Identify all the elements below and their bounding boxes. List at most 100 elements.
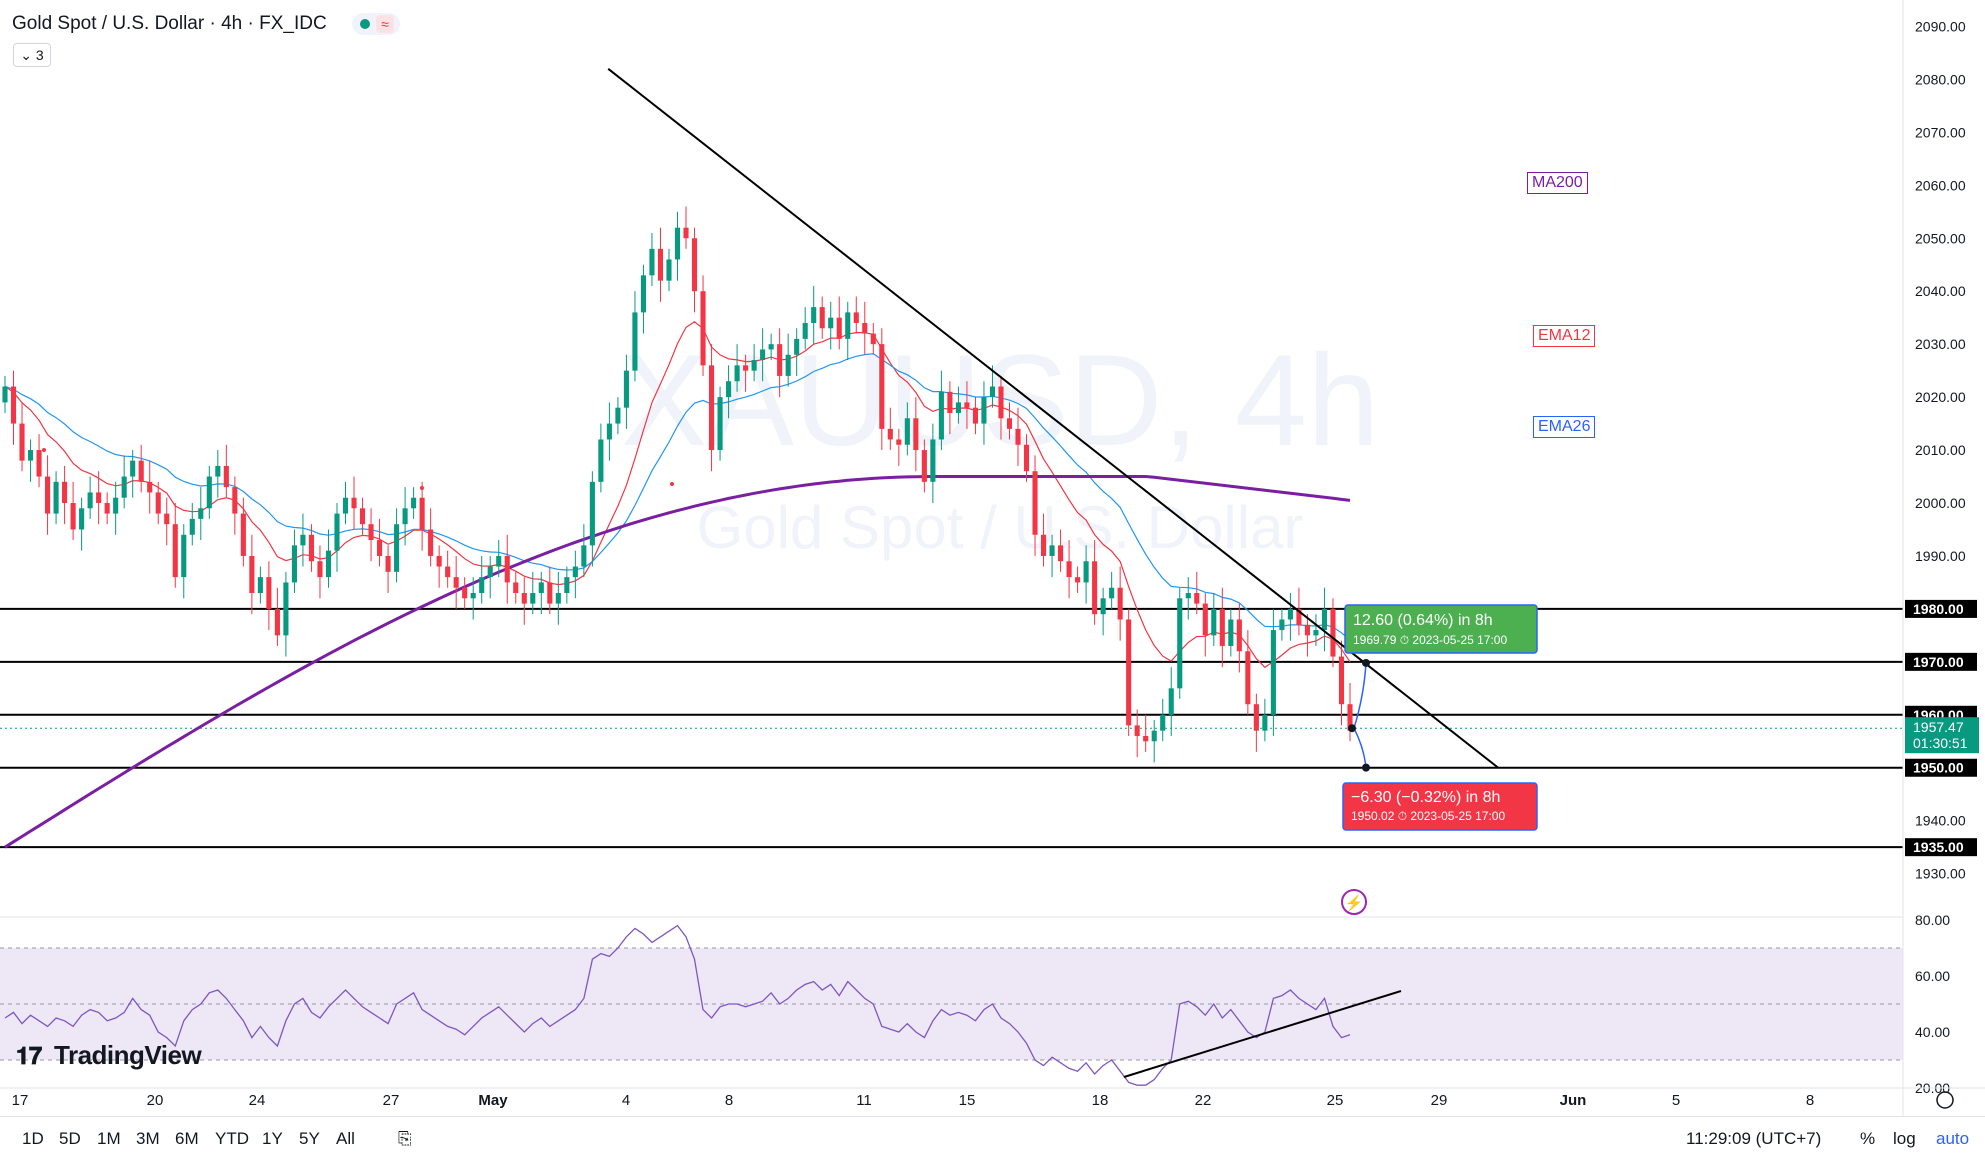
candle-body[interactable] bbox=[879, 344, 885, 429]
price-axis[interactable] bbox=[1903, 0, 1985, 1116]
candle-body[interactable] bbox=[215, 465, 221, 477]
candle-body[interactable] bbox=[479, 577, 485, 594]
candle-body[interactable] bbox=[521, 593, 527, 604]
candle-body[interactable] bbox=[1134, 725, 1140, 736]
candle-body[interactable] bbox=[1160, 714, 1166, 731]
candle-body[interactable] bbox=[104, 503, 110, 514]
candle-body[interactable] bbox=[1330, 608, 1336, 657]
clock-timezone[interactable]: 11:29:09 (UTC+7) bbox=[1686, 1129, 1822, 1148]
candle-body[interactable] bbox=[649, 248, 655, 276]
candle-body[interactable] bbox=[981, 397, 987, 424]
candle-body[interactable] bbox=[777, 344, 783, 376]
candle-body[interactable] bbox=[1015, 428, 1021, 445]
candle-body[interactable] bbox=[206, 476, 212, 509]
candle-body[interactable] bbox=[1236, 619, 1242, 652]
range-5y-button[interactable]: 5Y bbox=[299, 1129, 320, 1148]
candle-body[interactable] bbox=[368, 524, 374, 541]
candle-body[interactable] bbox=[359, 508, 366, 525]
candle-body[interactable] bbox=[53, 481, 59, 514]
candle-body[interactable] bbox=[802, 322, 808, 339]
candle-body[interactable] bbox=[189, 518, 195, 535]
candle-body[interactable] bbox=[1040, 534, 1047, 556]
candle-body[interactable] bbox=[930, 439, 936, 482]
candle-body[interactable] bbox=[700, 291, 706, 366]
candle-body[interactable] bbox=[334, 513, 340, 551]
candle-body[interactable] bbox=[496, 555, 502, 567]
candle-body[interactable] bbox=[947, 391, 953, 413]
candle-body[interactable] bbox=[487, 566, 493, 578]
candle-body[interactable] bbox=[470, 593, 476, 599]
candle-body[interactable] bbox=[811, 307, 817, 323]
candle-body[interactable] bbox=[904, 418, 910, 445]
candle-body[interactable] bbox=[853, 312, 859, 323]
candle-body[interactable] bbox=[385, 555, 391, 572]
candle-body[interactable] bbox=[717, 397, 723, 451]
candle-body[interactable] bbox=[1151, 730, 1157, 742]
candle-body[interactable] bbox=[989, 386, 996, 398]
candle-body[interactable] bbox=[419, 497, 425, 530]
legend-toggle-button[interactable]: ⌄ 3 bbox=[13, 43, 51, 67]
log-scale-button[interactable]: log bbox=[1893, 1129, 1916, 1148]
symbol-name[interactable]: Gold Spot / U.S. Dollar bbox=[12, 13, 205, 34]
candle-body[interactable] bbox=[1117, 587, 1123, 620]
candle-body[interactable] bbox=[581, 545, 587, 567]
candle-body[interactable] bbox=[70, 503, 76, 530]
forecast-down-dot[interactable] bbox=[1362, 763, 1370, 772]
candle-body[interactable] bbox=[198, 508, 204, 519]
candle-body[interactable] bbox=[1058, 545, 1064, 562]
candle-body[interactable] bbox=[606, 423, 612, 440]
candle-body[interactable] bbox=[998, 386, 1004, 419]
candle-body[interactable] bbox=[955, 402, 961, 413]
candle-body[interactable] bbox=[257, 577, 263, 594]
candle-body[interactable] bbox=[79, 508, 85, 530]
candle-body[interactable] bbox=[283, 582, 289, 636]
candle-body[interactable] bbox=[45, 476, 51, 514]
ema26-label[interactable]: EMA26 bbox=[1533, 416, 1596, 438]
candle-body[interactable] bbox=[615, 407, 621, 424]
candle-body[interactable] bbox=[530, 593, 536, 604]
candle-body[interactable] bbox=[683, 227, 689, 239]
candle-body[interactable] bbox=[453, 577, 459, 588]
candle-body[interactable] bbox=[640, 275, 647, 313]
candle-body[interactable] bbox=[351, 497, 357, 509]
candle-body[interactable] bbox=[836, 317, 842, 339]
candle-body[interactable] bbox=[1304, 624, 1310, 636]
range-1y-button[interactable]: 1Y bbox=[262, 1129, 283, 1148]
ma200-label[interactable]: MA200 bbox=[1527, 172, 1588, 194]
candle-body[interactable] bbox=[708, 365, 715, 451]
auto-scale-button[interactable]: auto bbox=[1936, 1129, 1970, 1148]
interval-label[interactable]: 4h bbox=[221, 13, 243, 34]
candle-body[interactable] bbox=[751, 360, 757, 371]
candle-body[interactable] bbox=[598, 439, 604, 482]
range-1m-button[interactable]: 1M bbox=[97, 1129, 121, 1148]
candle-body[interactable] bbox=[1338, 656, 1345, 705]
candle-body[interactable] bbox=[1100, 598, 1106, 615]
candle-body[interactable] bbox=[1321, 608, 1328, 631]
candle-body[interactable] bbox=[274, 608, 280, 636]
candle-body[interactable] bbox=[623, 370, 629, 408]
candle-body[interactable] bbox=[1253, 704, 1259, 731]
candle-body[interactable] bbox=[964, 402, 970, 408]
candle-body[interactable] bbox=[113, 497, 119, 514]
candle-body[interactable] bbox=[1006, 418, 1013, 429]
candle-body[interactable] bbox=[513, 582, 519, 594]
candle-body[interactable] bbox=[266, 577, 272, 609]
candle-body[interactable] bbox=[547, 582, 553, 604]
candle-body[interactable] bbox=[794, 338, 800, 355]
candle-body[interactable] bbox=[555, 593, 561, 604]
candle-body[interactable] bbox=[674, 227, 681, 260]
candle-body[interactable] bbox=[743, 365, 749, 371]
candle-body[interactable] bbox=[1185, 593, 1191, 599]
ema12-label[interactable]: EMA12 bbox=[1533, 325, 1596, 347]
candle-body[interactable] bbox=[342, 497, 349, 514]
candle-body[interactable] bbox=[181, 534, 187, 578]
candle-body[interactable] bbox=[1049, 545, 1055, 556]
range-1d-button[interactable]: 1D bbox=[22, 1129, 44, 1148]
candle-body[interactable] bbox=[1023, 444, 1030, 472]
candle-body[interactable] bbox=[666, 259, 672, 281]
candle-body[interactable] bbox=[172, 524, 178, 578]
chart-svg[interactable]: XAUUSD, 4h Gold Spot / U.S. Dollar 2090.… bbox=[0, 0, 1985, 1116]
candle-body[interactable] bbox=[1066, 561, 1072, 578]
candle-body[interactable] bbox=[504, 555, 510, 583]
candle-body[interactable] bbox=[1211, 608, 1217, 636]
